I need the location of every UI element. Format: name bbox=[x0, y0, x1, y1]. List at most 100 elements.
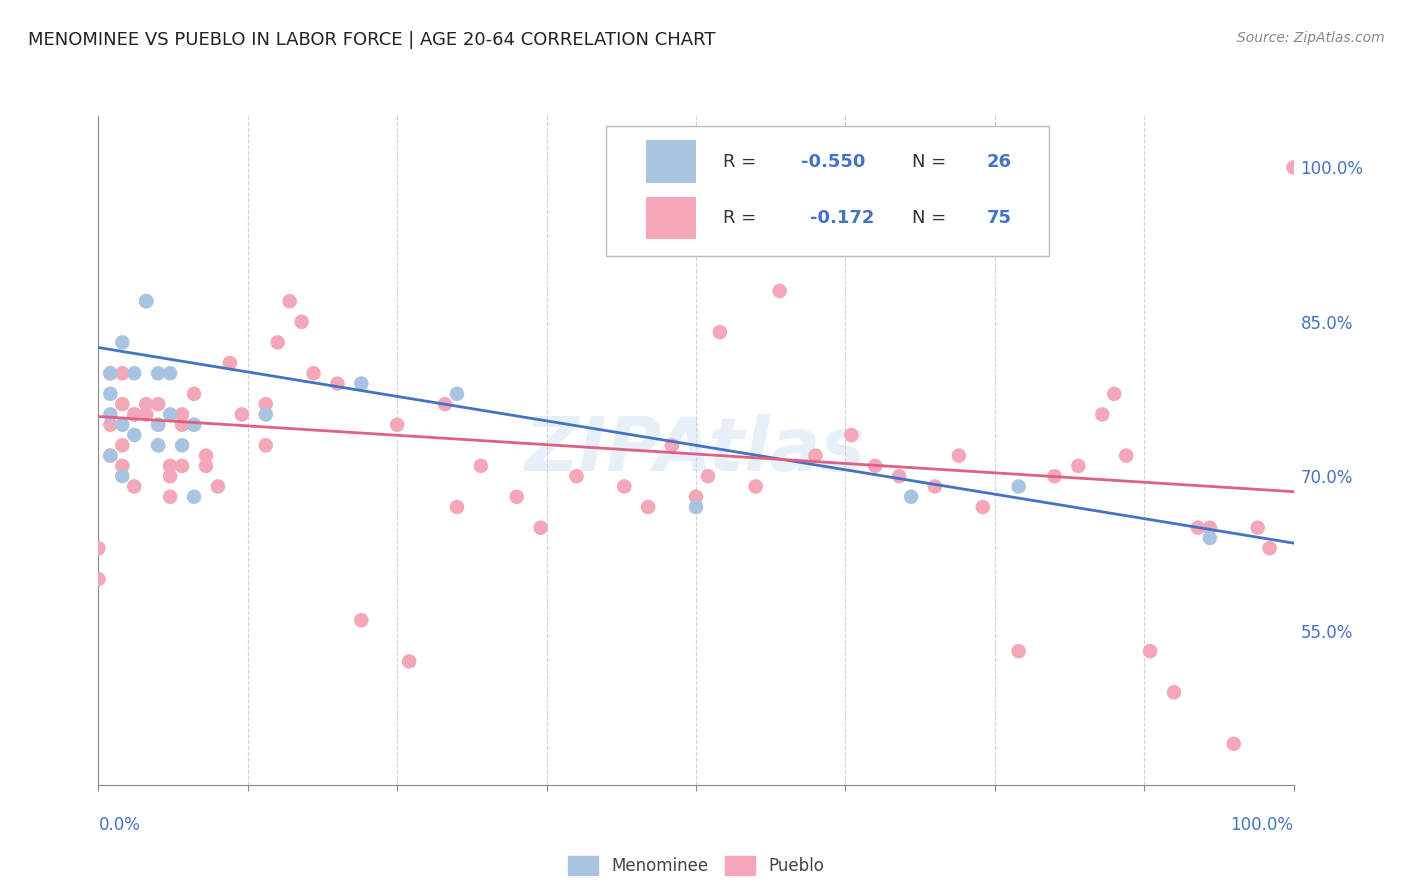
Text: 26: 26 bbox=[987, 153, 1011, 170]
Point bbox=[148, 417, 170, 432]
Point bbox=[446, 387, 468, 401]
Point bbox=[124, 408, 146, 422]
Point bbox=[159, 490, 181, 504]
Point bbox=[148, 397, 170, 411]
Point bbox=[124, 408, 146, 422]
Point bbox=[889, 469, 911, 483]
Point bbox=[267, 335, 290, 350]
Point bbox=[470, 458, 492, 473]
Point bbox=[948, 449, 970, 463]
Point bbox=[302, 366, 325, 380]
Point bbox=[350, 613, 373, 627]
Point bbox=[254, 397, 277, 411]
Point bbox=[1198, 521, 1220, 535]
Point bbox=[159, 408, 181, 422]
Point bbox=[98, 417, 122, 432]
Point bbox=[924, 479, 946, 493]
Text: 75: 75 bbox=[987, 209, 1011, 227]
Point bbox=[254, 408, 277, 422]
Point bbox=[111, 438, 134, 452]
Point bbox=[697, 469, 720, 483]
Point bbox=[159, 469, 181, 483]
Point bbox=[172, 408, 194, 422]
FancyBboxPatch shape bbox=[645, 140, 696, 183]
Point bbox=[183, 490, 205, 504]
Point bbox=[565, 469, 588, 483]
Point bbox=[172, 438, 194, 452]
Point bbox=[172, 458, 194, 473]
Point bbox=[1187, 521, 1209, 535]
Point bbox=[398, 655, 420, 669]
Text: R =: R = bbox=[724, 153, 762, 170]
Point bbox=[1115, 449, 1137, 463]
Point bbox=[1007, 479, 1029, 493]
Point bbox=[98, 449, 122, 463]
Point bbox=[98, 366, 122, 380]
Point bbox=[135, 408, 157, 422]
Point bbox=[148, 438, 170, 452]
Point bbox=[111, 366, 134, 380]
Point bbox=[1163, 685, 1185, 699]
Point bbox=[124, 479, 146, 493]
Point bbox=[768, 284, 790, 298]
Text: -0.172: -0.172 bbox=[810, 209, 875, 227]
Point bbox=[254, 438, 277, 452]
Point bbox=[291, 315, 314, 329]
Point bbox=[1246, 521, 1268, 535]
Text: R =: R = bbox=[724, 209, 768, 227]
Point bbox=[661, 438, 683, 452]
Legend: Menominee, Pueblo: Menominee, Pueblo bbox=[560, 847, 832, 884]
Point bbox=[148, 417, 170, 432]
Point bbox=[194, 458, 218, 473]
Text: Source: ZipAtlas.com: Source: ZipAtlas.com bbox=[1237, 31, 1385, 45]
Point bbox=[685, 490, 707, 504]
Text: 0.0%: 0.0% bbox=[98, 816, 141, 834]
Point bbox=[506, 490, 529, 504]
Text: 100.0%: 100.0% bbox=[1230, 816, 1294, 834]
Point bbox=[613, 479, 636, 493]
Point bbox=[350, 376, 373, 391]
Point bbox=[159, 458, 181, 473]
Point bbox=[87, 572, 110, 586]
Point bbox=[326, 376, 349, 391]
Point bbox=[1222, 737, 1246, 751]
Point bbox=[135, 397, 157, 411]
Point bbox=[148, 366, 170, 380]
Point bbox=[972, 500, 994, 514]
Text: MENOMINEE VS PUEBLO IN LABOR FORCE | AGE 20-64 CORRELATION CHART: MENOMINEE VS PUEBLO IN LABOR FORCE | AGE… bbox=[28, 31, 716, 49]
Point bbox=[183, 417, 205, 432]
Point bbox=[98, 449, 122, 463]
Point bbox=[1258, 541, 1281, 556]
Point bbox=[637, 500, 659, 514]
Point bbox=[135, 294, 157, 309]
Text: N =: N = bbox=[912, 153, 952, 170]
Point bbox=[841, 428, 863, 442]
Text: ZIPAtlas: ZIPAtlas bbox=[526, 414, 866, 487]
Point bbox=[111, 469, 134, 483]
Point bbox=[709, 325, 731, 339]
Point bbox=[1198, 531, 1220, 545]
Point bbox=[172, 417, 194, 432]
Point bbox=[194, 449, 218, 463]
Point bbox=[135, 294, 157, 309]
Point bbox=[111, 335, 134, 350]
Text: N =: N = bbox=[912, 209, 952, 227]
FancyBboxPatch shape bbox=[645, 196, 696, 239]
Point bbox=[183, 387, 205, 401]
Point bbox=[98, 408, 122, 422]
Point bbox=[207, 479, 229, 493]
Point bbox=[1139, 644, 1161, 658]
Point bbox=[183, 417, 205, 432]
Point bbox=[111, 417, 134, 432]
Point bbox=[433, 397, 456, 411]
Text: -0.550: -0.550 bbox=[801, 153, 866, 170]
Point bbox=[124, 428, 146, 442]
FancyBboxPatch shape bbox=[606, 126, 1049, 257]
Point bbox=[529, 521, 551, 535]
Point bbox=[98, 366, 122, 380]
Point bbox=[1043, 469, 1066, 483]
Point bbox=[804, 449, 827, 463]
Point bbox=[1091, 408, 1114, 422]
Point bbox=[219, 356, 242, 370]
Point bbox=[98, 387, 122, 401]
